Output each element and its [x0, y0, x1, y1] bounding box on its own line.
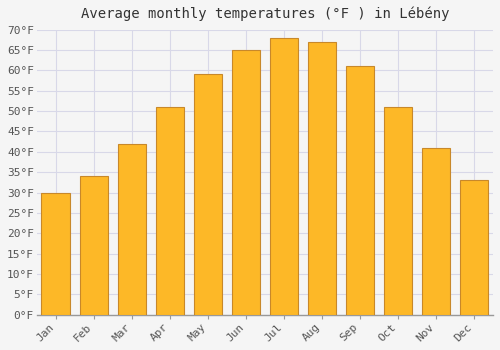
- Title: Average monthly temperatures (°F ) in Lébény: Average monthly temperatures (°F ) in Lé…: [80, 7, 449, 21]
- Bar: [346, 66, 374, 315]
- Bar: [308, 42, 336, 315]
- Bar: [156, 107, 184, 315]
- Bar: [118, 144, 146, 315]
- Bar: [460, 180, 488, 315]
- Bar: [270, 38, 298, 315]
- Bar: [232, 50, 260, 315]
- Bar: [42, 193, 70, 315]
- Bar: [384, 107, 412, 315]
- Bar: [80, 176, 108, 315]
- Bar: [194, 74, 222, 315]
- Bar: [422, 148, 450, 315]
